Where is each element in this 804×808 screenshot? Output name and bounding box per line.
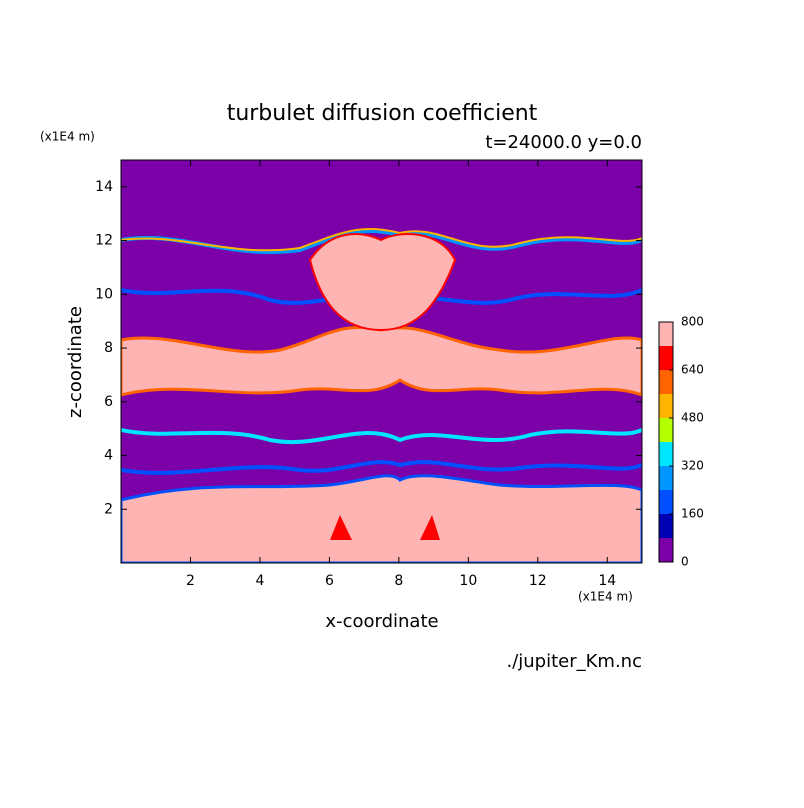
colorbar-segment — [659, 346, 673, 370]
colorbar-segment — [659, 442, 673, 466]
contour-field — [121, 160, 642, 563]
y-tick-label: 2 — [104, 501, 113, 517]
x-tick-label: 12 — [529, 573, 547, 589]
y-tick-label: 12 — [95, 233, 113, 249]
y-axis-label: z-coordinate — [65, 306, 86, 418]
chart-subtitle: t=24000.0 y=0.0 — [485, 132, 642, 153]
y-tick-label: 14 — [95, 179, 113, 195]
colorbar-tick-label: 800 — [681, 315, 704, 329]
colorbar-segment — [659, 514, 673, 538]
source-label: ./jupiter_Km.nc — [506, 651, 642, 672]
x-tick-label: 4 — [255, 573, 264, 589]
chart-title: turbulet diffusion coefficient — [227, 101, 538, 126]
colorbar-segment — [659, 418, 673, 442]
y-tick-label: 10 — [95, 286, 113, 302]
colorbar-tick-label: 0 — [681, 555, 689, 569]
x-tick-label: 10 — [459, 573, 477, 589]
colorbar-segment — [659, 370, 673, 394]
x-tick-label: 14 — [598, 573, 616, 589]
x-unit: (x1E4 m) — [578, 590, 633, 604]
x-tick-label: 8 — [394, 573, 403, 589]
colorbar-frame — [658, 321, 674, 563]
colorbar-segment — [659, 394, 673, 418]
x-tick-label: 6 — [325, 573, 334, 589]
colorbar-segment — [659, 490, 673, 514]
colorbar-segment — [659, 322, 673, 346]
colorbar-tick-label: 160 — [681, 507, 704, 521]
colorbar-tick-label: 480 — [681, 411, 704, 425]
colorbar-tick-label: 640 — [681, 363, 704, 377]
x-tick-label: 2 — [186, 573, 195, 589]
y-tick-label: 4 — [104, 448, 113, 464]
y-unit: (x1E4 m) — [40, 130, 95, 144]
y-tick-label: 6 — [104, 394, 113, 410]
x-axis-label: x-coordinate — [325, 611, 438, 632]
y-tick-label: 8 — [104, 340, 113, 356]
colorbar-segment — [659, 466, 673, 490]
colorbar-segment — [659, 538, 673, 562]
plot-frame — [120, 159, 643, 564]
colorbar-tick-label: 320 — [681, 459, 704, 473]
